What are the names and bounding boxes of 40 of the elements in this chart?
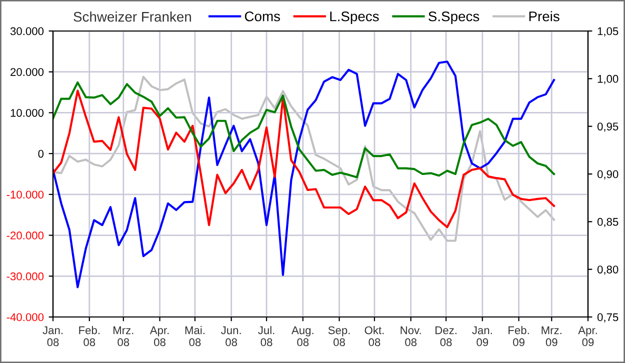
y2-tick-label: 0,85 <box>597 218 618 228</box>
y-tick-label: 20.000 <box>10 68 44 76</box>
x-tick-label: Jan. 09 <box>472 326 492 346</box>
y2-tick-label: 1,00 <box>598 74 618 84</box>
y2-tick-label: 1,05 <box>598 27 618 36</box>
x-tick-label: Feb. 09 <box>508 326 529 346</box>
y-tick-label: -30.000 <box>6 272 44 280</box>
x-tick-label: Aug. 08 <box>291 326 314 346</box>
x-tick-label: Sep. 08 <box>328 326 350 346</box>
line-series <box>53 90 556 228</box>
x-tick-label: Nov. 08 <box>400 326 421 346</box>
line-series <box>53 81 556 178</box>
y-tick-label: 0 <box>38 150 44 158</box>
x-tick-label: Mai. 08 <box>185 326 204 346</box>
x-tick-label: Mrz. 09 <box>542 326 562 346</box>
y-tick-label: 30.000 <box>10 27 44 36</box>
legend-label: Coms <box>244 11 280 22</box>
x-tick-label: Apr. 09 <box>578 326 597 346</box>
x-tick-label: Apr. 08 <box>150 326 169 346</box>
legend-label: Preis <box>529 11 560 22</box>
chart-title: Schweizer Franken <box>74 12 191 22</box>
y2-tick-label: 0,80 <box>597 266 618 275</box>
legend-label: L.Specs <box>330 11 379 24</box>
y-tick-label: -10.000 <box>6 190 44 199</box>
x-tick-label: Jan. 08 <box>42 326 62 346</box>
x-tick-label: Mrz. 08 <box>114 326 134 346</box>
x-tick-label: Dez. 08 <box>436 326 456 346</box>
line-series <box>53 76 556 242</box>
x-tick-label: Okt. 08 <box>364 326 384 346</box>
x-tick-label: Jul. 08 <box>258 326 274 346</box>
x-tick-label: Feb. 08 <box>79 326 100 346</box>
y2-tick-label: 0,95 <box>597 122 618 132</box>
y-tick-label: -40.000 <box>6 313 44 322</box>
x-tick-label: Jun. 08 <box>221 326 241 346</box>
y-tick-label: 10.000 <box>10 108 44 117</box>
legend-label: S.Specs <box>428 11 480 24</box>
y-tick-label: -20.000 <box>6 232 44 240</box>
y2-tick-label: 0,90 <box>597 170 618 180</box>
y2-tick-label: 0,75 <box>597 313 618 322</box>
line-series <box>53 60 556 288</box>
